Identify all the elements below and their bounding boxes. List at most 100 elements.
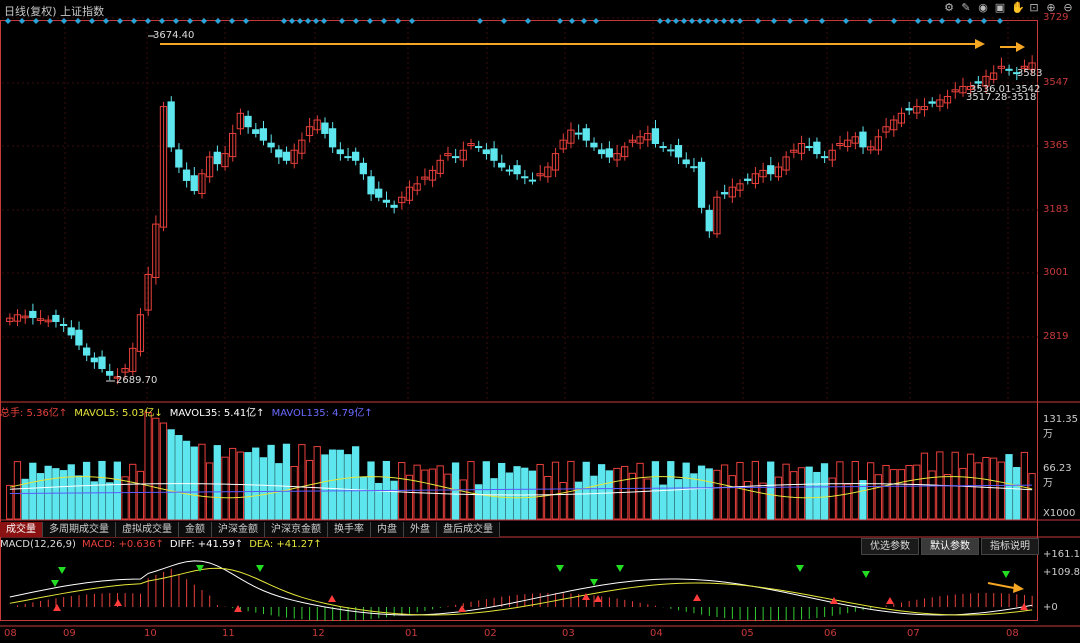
candle-body [974, 81, 982, 84]
pen-icon[interactable]: ✎ [961, 1, 971, 14]
candle-body [913, 106, 921, 114]
candle-body [528, 179, 537, 182]
candle-body [490, 148, 498, 161]
candle-body [890, 119, 898, 131]
volume-bar [351, 446, 360, 520]
candle-body [605, 148, 613, 158]
tab-inner[interactable]: 内盘 [371, 522, 404, 537]
zoom-out-icon[interactable]: ⊖ [1063, 1, 1073, 14]
price-tick-3729: 3729 [1043, 12, 1069, 23]
volume-bar [644, 478, 652, 520]
candle-body [59, 324, 68, 327]
candle-body [375, 188, 383, 198]
volume-bar [213, 445, 221, 520]
x-label: 08 [4, 628, 17, 639]
tab-volume[interactable]: 成交量 [0, 522, 43, 537]
volume-bar [467, 461, 475, 520]
tab-turnover[interactable]: 换手率 [328, 522, 371, 537]
preferred-params-button[interactable]: 优选参数 [861, 538, 919, 555]
volume-bar [674, 479, 683, 520]
volume-bar [897, 469, 906, 520]
default-params-button[interactable]: 默认参数 [921, 538, 979, 555]
candle-body [344, 156, 352, 159]
event-marker [173, 18, 179, 24]
candle-body [674, 145, 683, 158]
event-marker [19, 18, 25, 24]
volume-bar [866, 462, 875, 520]
candle-body [75, 329, 83, 346]
candle-body [359, 162, 367, 175]
event-marker [61, 18, 67, 24]
tab-virtual-volume[interactable]: 虚拟成交量 [116, 522, 179, 537]
event-marker [215, 18, 221, 24]
tab-after-hours-volume[interactable]: 盘后成交量 [437, 522, 500, 537]
candle-body [536, 173, 544, 177]
candle-body [113, 376, 121, 379]
candle-body [713, 196, 721, 235]
candle-body [505, 169, 514, 172]
price-tick-2819: 2819 [1043, 331, 1069, 342]
candle-body [897, 112, 906, 124]
zoom-in-icon[interactable]: ⊕ [1046, 1, 1056, 14]
candle-body [152, 223, 160, 278]
settings-icon[interactable]: ⚙ [944, 1, 954, 14]
candle-body [451, 156, 460, 159]
save-icon[interactable]: ▣ [994, 1, 1006, 14]
event-marker [103, 18, 109, 24]
chart-title: 日线(复权) 上证指数 [4, 5, 105, 18]
volume-bar [720, 464, 729, 520]
x-label: 01 [405, 628, 418, 639]
volume-bar [336, 449, 344, 520]
tab-amount[interactable]: 金额 [179, 522, 212, 537]
volume-bar [44, 465, 52, 520]
lock-icon[interactable]: ⊡ [1029, 1, 1039, 14]
trend-arrow-head [1016, 42, 1025, 52]
candle-body [843, 139, 852, 148]
volume-bar [421, 469, 429, 520]
candle-body [436, 159, 444, 174]
volume-bar [597, 464, 606, 520]
tab-outer[interactable]: 外盘 [404, 522, 437, 537]
buy-signal-arrow [693, 594, 701, 601]
sell-signal-arrow [616, 565, 624, 572]
eye-icon[interactable]: ◉ [978, 1, 988, 14]
tab-hsj-amount[interactable]: 沪深京金额 [265, 522, 328, 537]
tab-multi-period-volume[interactable]: 多周期成交量 [43, 522, 116, 537]
candle-body [398, 196, 406, 204]
dea-value: DEA: +41.27↑ [249, 539, 322, 550]
volume-bar [321, 454, 329, 520]
x-label: 08 [1006, 628, 1019, 639]
high-label: 3674.40 [153, 30, 195, 41]
macd-tick-3: +0 [1043, 602, 1058, 613]
candle-body [182, 169, 191, 181]
event-marker [581, 18, 587, 24]
volume-bar [513, 466, 521, 520]
candle-body [252, 129, 260, 134]
candle-body [859, 131, 867, 148]
candle-body [813, 141, 821, 155]
event-marker [681, 18, 687, 24]
price-ref-1: 3583 [1017, 68, 1043, 79]
indicator-help-button[interactable]: 指标说明 [981, 538, 1039, 555]
hand-icon[interactable]: ✋ [1011, 1, 1025, 14]
volume-bar [851, 460, 859, 520]
volume-bar [890, 469, 898, 520]
candle-body [267, 142, 275, 148]
volume-bar [474, 484, 483, 520]
candle-body [936, 99, 944, 107]
candle-body [6, 317, 14, 322]
volume-bar [182, 440, 191, 520]
candle-body [205, 156, 214, 178]
event-marker [737, 18, 743, 24]
volume-bar [359, 476, 367, 520]
candle-body [175, 149, 183, 168]
volume-bar [198, 443, 206, 520]
event-marker [525, 18, 531, 24]
volume-bar [943, 474, 952, 520]
tab-hs-amount[interactable]: 沪深金额 [212, 522, 265, 537]
candle-body [1005, 68, 1013, 71]
price-tick-3365: 3365 [1043, 140, 1069, 151]
volume-bar [1013, 467, 1021, 520]
event-marker [395, 18, 401, 24]
